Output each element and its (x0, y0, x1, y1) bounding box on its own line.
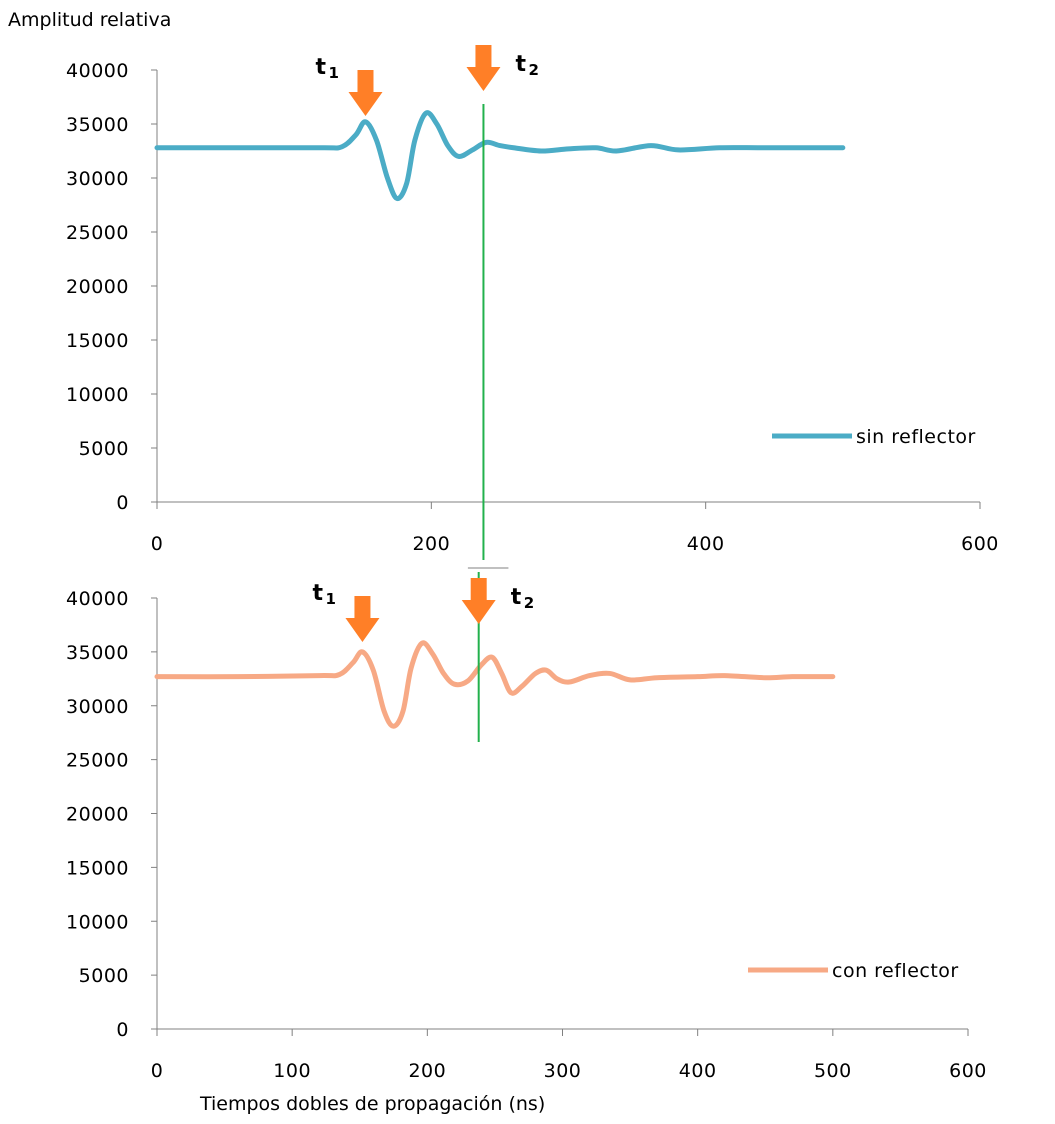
annotation-label: t (315, 55, 326, 80)
annotation-label: t (511, 585, 522, 610)
annotation-label: t (515, 52, 526, 77)
x-tick-label: 100 (273, 1060, 311, 1082)
y-tick-label: 30000 (66, 696, 129, 718)
y-tick-label: 35000 (66, 642, 129, 664)
arrow-icon (461, 578, 496, 624)
annotation-subscript: 1 (325, 590, 335, 608)
y-tick-label: 5000 (79, 438, 129, 460)
y-tick-label: 40000 (66, 60, 129, 82)
series-line (154, 640, 836, 729)
y-tick-label: 20000 (66, 804, 129, 826)
x-tick-label: 200 (412, 533, 450, 555)
x-tick-label: 0 (151, 533, 164, 555)
x-tick-label: 0 (151, 1060, 164, 1082)
y-axis-title: Amplitud relativa (8, 9, 171, 31)
annotation-subscript: 1 (328, 64, 338, 82)
x-tick-label: 300 (544, 1060, 582, 1082)
y-tick-label: 0 (116, 492, 129, 514)
y-tick-label: 5000 (79, 965, 129, 987)
y-tick-label: 15000 (66, 857, 129, 879)
y-tick-label: 10000 (66, 384, 129, 406)
arrow-icon (348, 70, 383, 116)
legend-label: sin reflector (856, 426, 976, 448)
y-tick-label: 0 (116, 1019, 129, 1041)
annotation-label: t (312, 581, 323, 606)
arrow-icon (345, 596, 380, 642)
x-tick-label: 600 (949, 1060, 987, 1082)
arrow-icon (466, 45, 501, 91)
x-tick-label: 400 (679, 1060, 717, 1082)
y-tick-label: 10000 (66, 911, 129, 933)
x-tick-label: 200 (408, 1060, 446, 1082)
y-tick-label: 40000 (66, 588, 129, 610)
y-tick-label: 25000 (66, 750, 129, 772)
y-tick-label: 20000 (66, 276, 129, 298)
y-tick-label: 35000 (66, 114, 129, 136)
x-tick-label: 400 (687, 533, 725, 555)
y-tick-label: 25000 (66, 222, 129, 244)
legend-label: con reflector (832, 960, 959, 982)
y-tick-label: 15000 (66, 330, 129, 352)
x-tick-label: 600 (961, 533, 999, 555)
x-axis-title: Tiempos dobles de propagación (ns) (199, 1093, 545, 1115)
y-tick-label: 30000 (66, 168, 129, 190)
annotation-subscript: 2 (528, 61, 538, 79)
x-tick-label: 500 (814, 1060, 852, 1082)
series-line (154, 110, 846, 202)
annotation-subscript: 2 (524, 594, 534, 612)
